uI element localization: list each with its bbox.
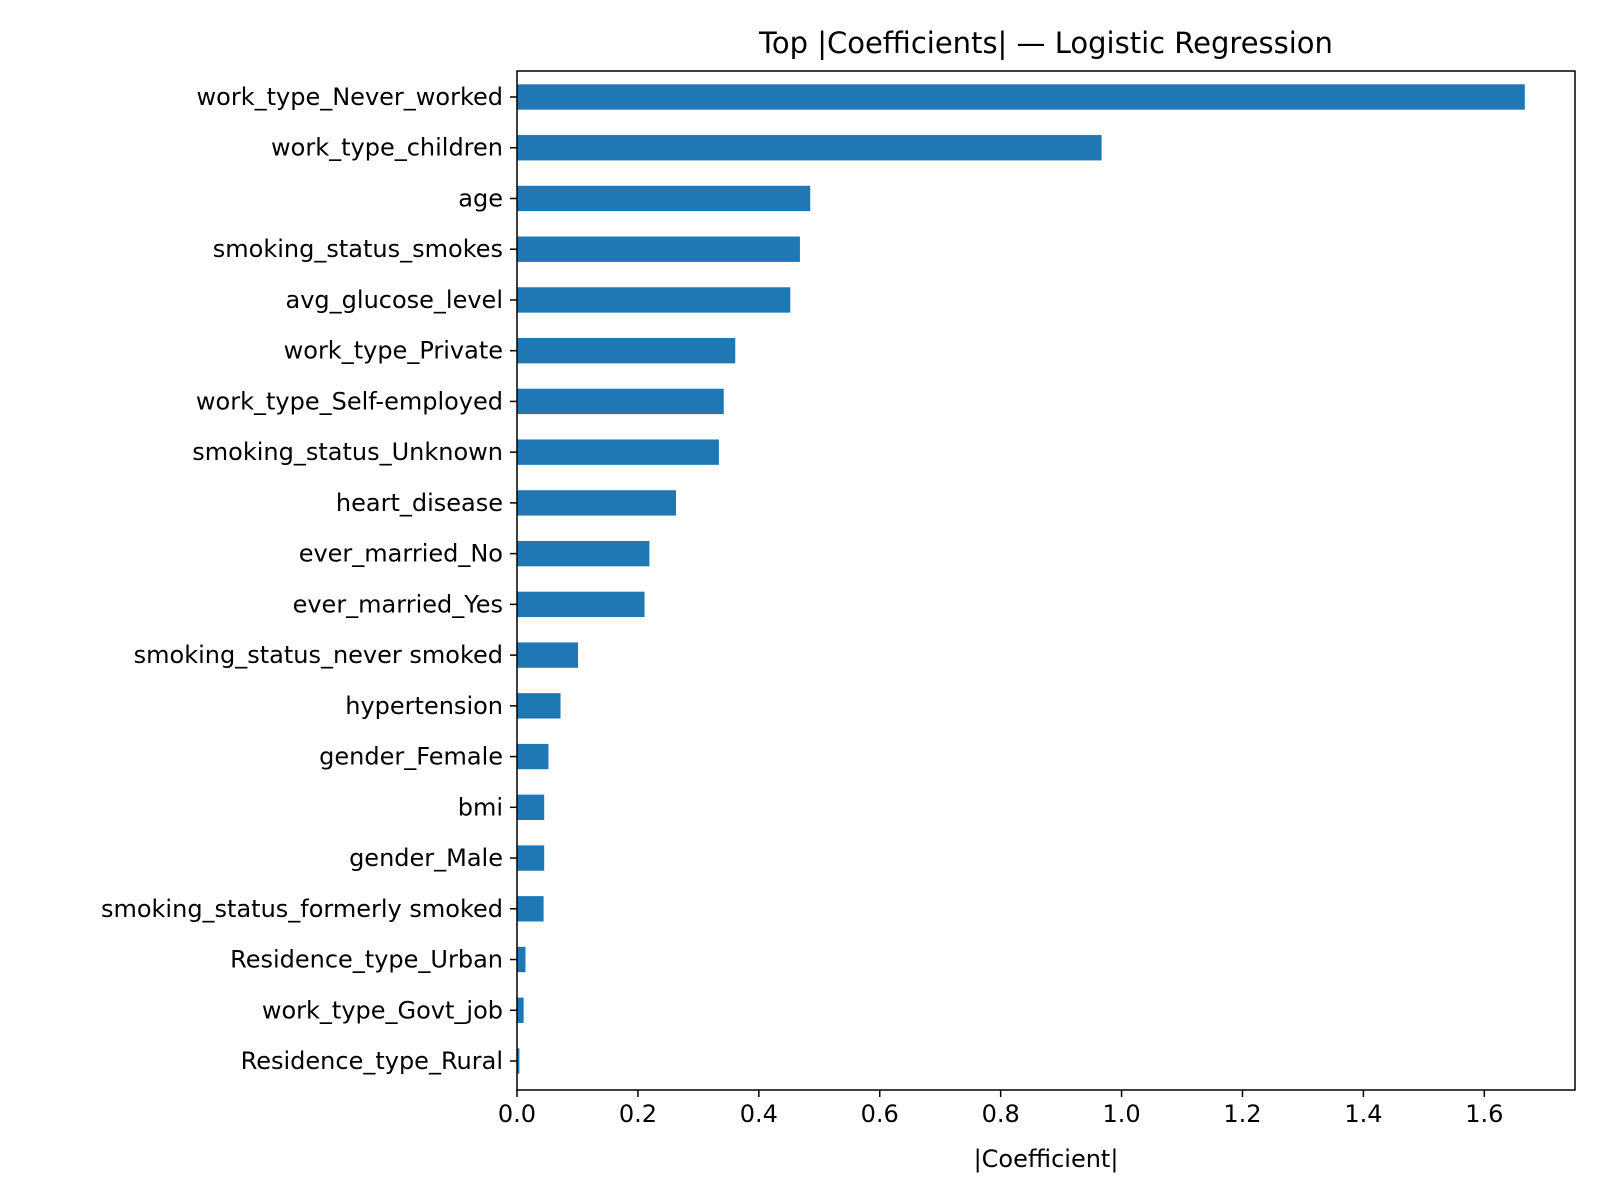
chart-title: Top |Coefficients| — Logistic Regression	[758, 26, 1333, 60]
y-tick-label: Residence_type_Urban	[230, 946, 503, 974]
x-tick-label: 1.6	[1465, 1100, 1503, 1128]
y-tick-label: ever_married_Yes	[293, 590, 503, 618]
x-tick-label: 0.6	[861, 1100, 899, 1128]
bar	[517, 896, 544, 922]
x-axis-label: |Coefficient|	[974, 1145, 1119, 1173]
y-tick-label: hypertension	[345, 692, 503, 720]
bars-layer	[517, 84, 1525, 1074]
y-tick-label: smoking_status_Unknown	[192, 438, 503, 466]
y-axis-ticks: work_type_Never_worked work_type_children…	[101, 83, 517, 1075]
x-tick-label: 0.0	[498, 1100, 536, 1128]
bar	[517, 591, 645, 618]
bar	[517, 287, 791, 313]
bar	[517, 84, 1525, 110]
x-tick-label: 1.4	[1344, 1100, 1382, 1128]
y-tick-label: smoking_status_smokes	[213, 235, 503, 263]
bar	[517, 490, 677, 516]
y-tick-label: gender_Female	[319, 743, 503, 771]
bar	[517, 946, 526, 973]
y-tick-label: work_type_Never_worked	[197, 83, 503, 111]
bar	[517, 185, 811, 212]
bar	[517, 794, 545, 820]
bar	[517, 135, 1102, 161]
y-tick-label: bmi	[458, 793, 503, 821]
y-tick-label: work_type_Govt_job	[262, 996, 503, 1024]
bar	[517, 845, 545, 871]
bar	[517, 338, 736, 364]
x-tick-label: 0.2	[619, 1100, 657, 1128]
bar	[517, 236, 800, 262]
y-tick-label: work_type_children	[271, 134, 503, 162]
y-tick-label: smoking_status_never smoked	[134, 641, 503, 669]
y-tick-label: work_type_Self-employed	[196, 387, 503, 415]
x-tick-label: 1.0	[1102, 1100, 1140, 1128]
y-tick-label: Residence_type_Rural	[241, 1047, 503, 1075]
x-tick-label: 0.4	[740, 1100, 778, 1128]
bar	[517, 642, 579, 668]
y-tick-label: heart_disease	[336, 489, 503, 517]
bar	[517, 439, 719, 465]
x-tick-label: 1.2	[1223, 1100, 1261, 1128]
y-tick-label: avg_glucose_level	[286, 286, 503, 314]
y-tick-label: gender_Male	[349, 844, 503, 872]
y-tick-label: work_type_Private	[284, 337, 503, 365]
y-tick-label: smoking_status_formerly smoked	[101, 895, 503, 923]
bar	[517, 997, 524, 1023]
y-tick-label: age	[458, 184, 503, 212]
bar	[517, 693, 561, 719]
y-tick-label: ever_married_No	[299, 540, 503, 568]
x-tick-label: 0.8	[982, 1100, 1020, 1128]
plot-area-frame	[516, 70, 1576, 1091]
x-axis-ticks: 0.0 0.2 0.4 0.6 0.8 1.0 1.2 1.4 1.6	[498, 1090, 1503, 1128]
bar	[517, 743, 549, 770]
bar	[517, 1048, 520, 1074]
bar	[517, 540, 650, 567]
bar	[517, 388, 724, 415]
